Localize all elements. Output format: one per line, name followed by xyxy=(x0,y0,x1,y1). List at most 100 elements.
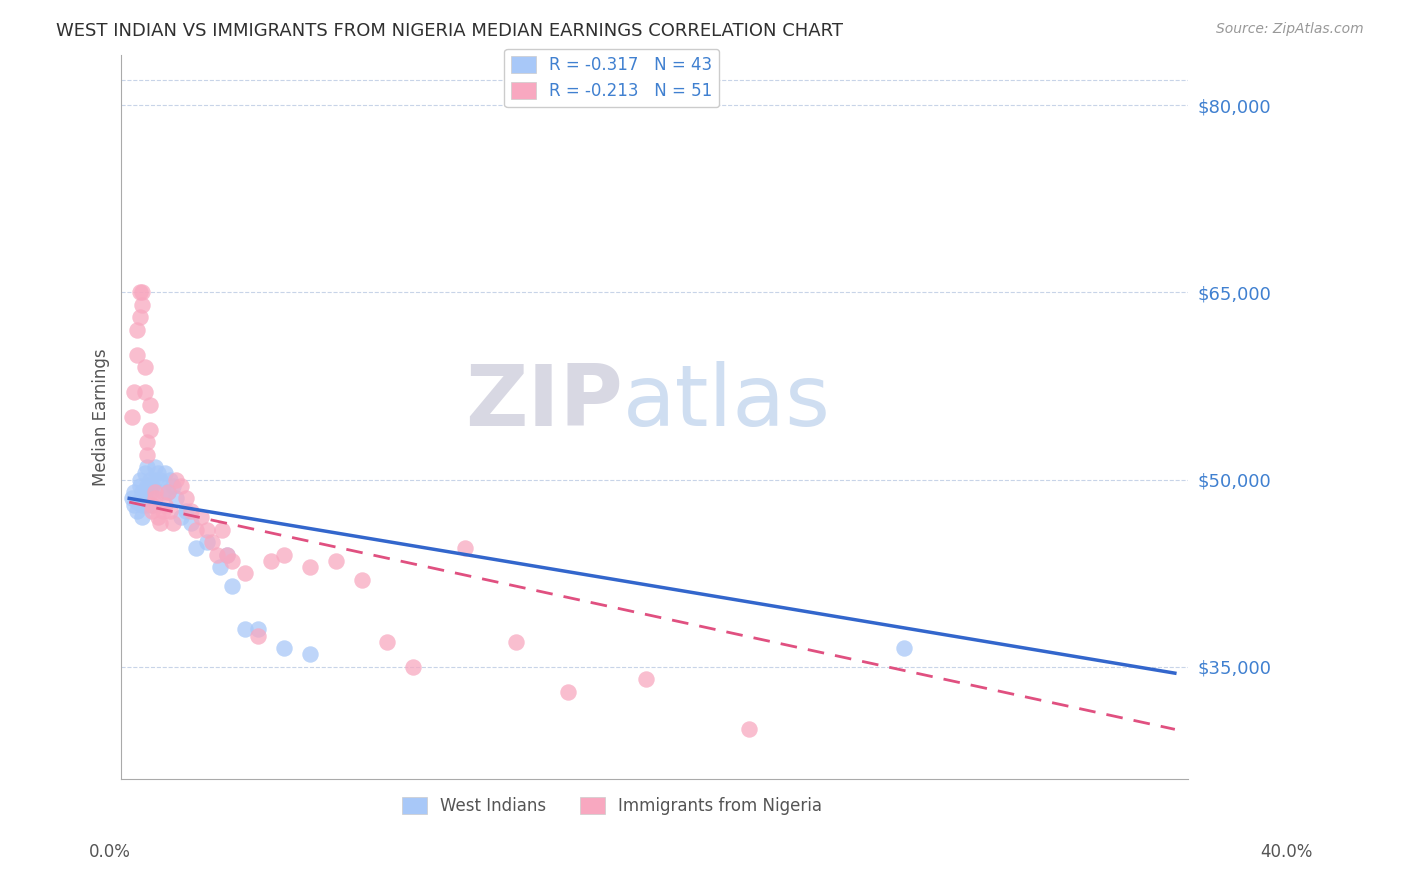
Point xyxy=(136,460,159,475)
Point xyxy=(190,510,212,524)
Point xyxy=(634,673,657,687)
Point xyxy=(221,579,243,593)
Point xyxy=(149,473,172,487)
Point xyxy=(377,635,399,649)
Point xyxy=(131,498,153,512)
Point xyxy=(124,498,146,512)
Point xyxy=(186,541,208,556)
Point xyxy=(165,473,187,487)
Point xyxy=(180,516,202,531)
Point xyxy=(247,623,270,637)
Point xyxy=(128,285,150,300)
Point xyxy=(136,479,159,493)
Point xyxy=(136,498,159,512)
Point xyxy=(159,504,181,518)
Point xyxy=(260,554,283,568)
Point xyxy=(131,285,153,300)
Point xyxy=(217,548,239,562)
Point xyxy=(143,460,166,475)
Point xyxy=(205,548,228,562)
Point xyxy=(143,473,166,487)
Point xyxy=(125,348,148,362)
Point xyxy=(201,535,224,549)
Point xyxy=(195,535,218,549)
Point xyxy=(162,479,184,493)
Point xyxy=(505,635,527,649)
Point xyxy=(125,495,148,509)
Point xyxy=(174,491,197,506)
Point xyxy=(136,435,159,450)
Point xyxy=(273,641,295,656)
Point xyxy=(273,548,295,562)
Point xyxy=(141,498,163,512)
Point xyxy=(235,623,257,637)
Point xyxy=(174,504,197,518)
Point xyxy=(155,467,177,481)
Point xyxy=(141,504,163,518)
Point xyxy=(143,491,166,506)
Point xyxy=(139,423,162,437)
Point xyxy=(454,541,477,556)
Point xyxy=(738,723,761,737)
Point xyxy=(146,467,169,481)
Point xyxy=(557,685,579,699)
Point xyxy=(325,554,347,568)
Point xyxy=(152,485,174,500)
Point xyxy=(152,504,174,518)
Point xyxy=(159,473,181,487)
Point xyxy=(139,485,162,500)
Point xyxy=(156,485,179,500)
Point xyxy=(170,510,193,524)
Point xyxy=(125,504,148,518)
Point xyxy=(186,523,208,537)
Point xyxy=(141,479,163,493)
Point xyxy=(298,648,321,662)
Point xyxy=(121,491,143,506)
Point xyxy=(134,360,156,375)
Point xyxy=(146,510,169,524)
Point xyxy=(134,467,156,481)
Legend: West Indians, Immigrants from Nigeria: West Indians, Immigrants from Nigeria xyxy=(395,790,828,822)
Point xyxy=(128,473,150,487)
Y-axis label: Median Earnings: Median Earnings xyxy=(93,349,110,486)
Point xyxy=(149,516,172,531)
Point xyxy=(402,660,425,674)
Point xyxy=(124,485,146,500)
Point xyxy=(134,385,156,400)
Point xyxy=(156,485,179,500)
Text: WEST INDIAN VS IMMIGRANTS FROM NIGERIA MEDIAN EARNINGS CORRELATION CHART: WEST INDIAN VS IMMIGRANTS FROM NIGERIA M… xyxy=(56,22,844,40)
Point xyxy=(350,573,373,587)
Point xyxy=(143,485,166,500)
Point xyxy=(247,629,270,643)
Text: 40.0%: 40.0% xyxy=(1260,843,1313,861)
Point xyxy=(139,398,162,412)
Text: Source: ZipAtlas.com: Source: ZipAtlas.com xyxy=(1216,22,1364,37)
Point xyxy=(124,385,146,400)
Point xyxy=(208,560,231,574)
Point xyxy=(217,548,239,562)
Point xyxy=(235,566,257,581)
Point xyxy=(128,479,150,493)
Point xyxy=(162,516,184,531)
Point xyxy=(134,485,156,500)
Point xyxy=(180,504,202,518)
Point xyxy=(131,485,153,500)
Point xyxy=(131,510,153,524)
Point xyxy=(170,479,193,493)
Point xyxy=(128,310,150,325)
Point xyxy=(165,491,187,506)
Point xyxy=(155,498,177,512)
Point xyxy=(893,641,915,656)
Point xyxy=(221,554,243,568)
Text: atlas: atlas xyxy=(623,361,831,444)
Point xyxy=(211,523,233,537)
Point xyxy=(136,448,159,462)
Point xyxy=(131,298,153,312)
Text: ZIP: ZIP xyxy=(465,361,623,444)
Point xyxy=(141,498,163,512)
Point xyxy=(139,473,162,487)
Point xyxy=(125,323,148,337)
Point xyxy=(298,560,321,574)
Text: 0.0%: 0.0% xyxy=(89,843,131,861)
Point xyxy=(195,523,218,537)
